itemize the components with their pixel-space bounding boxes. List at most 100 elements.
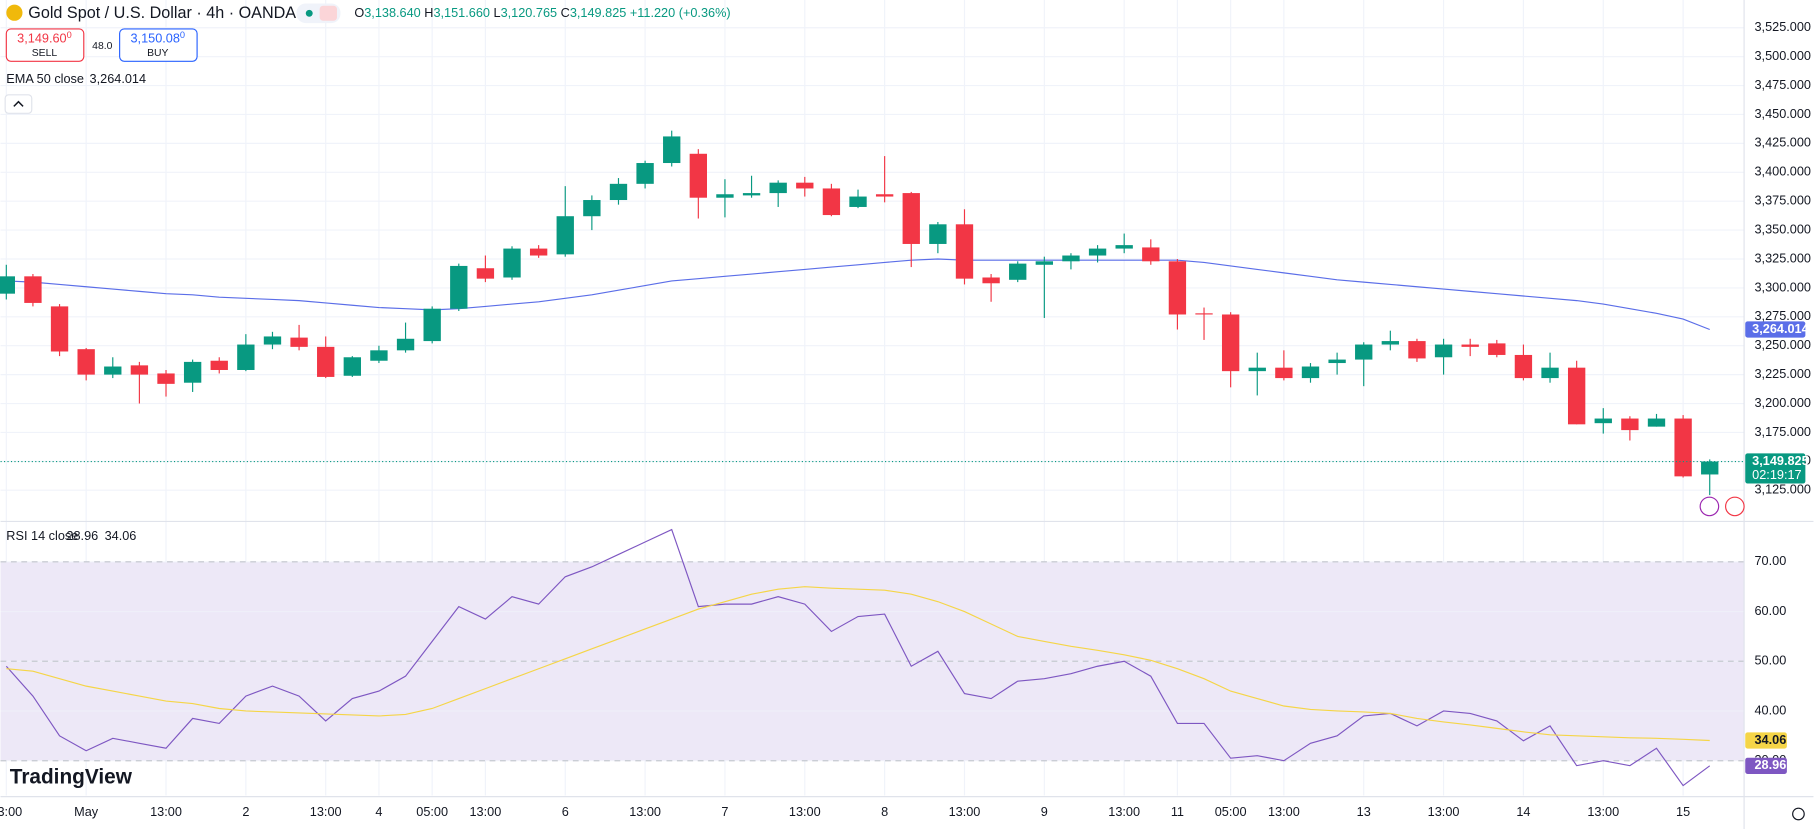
buy-price-main: 3,150.08 — [130, 31, 179, 46]
candle-body — [955, 224, 974, 279]
grid-layer — [0, 0, 1745, 796]
candle-body — [1195, 313, 1213, 315]
collapse-icon — [13, 100, 24, 107]
text-layer: Gold Spot / U.S. Dollar · 4h · OANDA O3,… — [0, 3, 1811, 821]
candle-body — [343, 357, 361, 376]
current-price-box — [1745, 453, 1806, 484]
countdown-label: 02:19:17 — [1752, 467, 1801, 482]
y-tick-label: 3,125.000 — [1754, 482, 1811, 497]
x-tick-label: 13:00 — [310, 804, 342, 819]
sell-button[interactable] — [5, 28, 85, 62]
candle-body — [1009, 263, 1027, 280]
buy-button[interactable] — [119, 28, 198, 62]
candle-body — [450, 265, 468, 309]
y-tick-label: 3,175.000 — [1754, 424, 1811, 439]
ohlc-value: 3,138.640 — [364, 5, 421, 20]
candle-body — [609, 183, 628, 201]
candle-body — [982, 277, 1000, 284]
collapse-button[interactable] — [4, 94, 33, 114]
x-tick-label: 6 — [562, 804, 569, 819]
x-tick-label: 4 — [375, 804, 382, 819]
candle-body — [742, 193, 761, 196]
x-tick-label: 13:00 — [0, 804, 22, 819]
symbol-icon — [6, 4, 23, 21]
candle-body — [77, 349, 95, 375]
event-icon[interactable] — [1725, 496, 1745, 517]
buy-label: BUY — [147, 48, 168, 59]
sell-label: SELL — [32, 48, 58, 59]
buy-price-pip: 0 — [180, 30, 185, 40]
candle-body — [104, 366, 122, 375]
y-tick-label: 50.00 — [1754, 653, 1786, 668]
candle-body — [1488, 343, 1506, 355]
candle-body — [263, 336, 282, 345]
x-tick-label: 13:00 — [470, 804, 502, 819]
ohlc-value: 3,149.825 — [570, 5, 627, 20]
rsi-legend-value: 28.96 — [66, 528, 98, 543]
candle-body — [1115, 245, 1133, 249]
candle-body — [503, 248, 521, 278]
logo[interactable]: TradingView — [10, 766, 133, 789]
rsi-line — [5, 528, 1711, 787]
candle-body — [1248, 367, 1266, 372]
x-tick-label: 13:00 — [150, 804, 182, 819]
y-tick-label: 60.00 — [1754, 603, 1786, 618]
symbol-title[interactable]: Gold Spot / U.S. Dollar · 4h · OANDA — [28, 4, 296, 22]
x-tick-label: May — [74, 804, 99, 819]
candle-body — [1434, 344, 1453, 358]
y-tick-label: 3,200.000 — [1754, 395, 1811, 410]
ohlc-key: H — [424, 5, 433, 20]
candle-body — [822, 188, 841, 216]
last-value-box — [1745, 757, 1787, 774]
candle-body — [1674, 418, 1692, 477]
candle-body — [24, 276, 42, 303]
candle-body — [1328, 359, 1346, 364]
y-tick-label: 3,500.000 — [1754, 48, 1811, 63]
x-tick-label: 7 — [721, 804, 728, 819]
y-tick-label: 70.00 — [1754, 553, 1786, 568]
ohlc-key: C — [561, 5, 570, 20]
event-icon[interactable] — [1699, 496, 1720, 517]
ema-legend-value: 3,264.014 — [90, 71, 147, 86]
x-tick-label: 14 — [1516, 804, 1530, 819]
settings-icon[interactable] — [1792, 807, 1805, 821]
y-tick-label: 3,350.000 — [1754, 221, 1811, 236]
candle-body — [529, 248, 548, 256]
sell-price-pip: 0 — [67, 30, 72, 40]
candle-body — [1701, 461, 1719, 475]
x-tick-label: 13:00 — [1587, 804, 1619, 819]
rsi-ma-legend-value: 34.06 — [105, 528, 137, 543]
rsi-legend-name[interactable]: RSI 14 close — [6, 528, 78, 543]
x-tick-label: 13:00 — [629, 804, 661, 819]
ema-legend-name[interactable]: EMA 50 close — [6, 71, 84, 86]
y-tick-label: 3,225.000 — [1754, 366, 1811, 381]
ohlc-key: L — [494, 5, 501, 20]
y-tick-label: 3,400.000 — [1754, 164, 1811, 179]
candle-body — [1647, 418, 1666, 427]
candle-body — [849, 196, 867, 207]
candle-body — [1514, 354, 1533, 379]
ohlc-legend: O3,138.640 H3,151.660 L3,120.765 C3,149.… — [354, 5, 730, 20]
candle-body — [556, 216, 574, 255]
x-tick-label: 13:00 — [949, 804, 981, 819]
ohlc-value: 3,151.660 — [433, 5, 490, 20]
x-tick-label: 9 — [1041, 804, 1048, 819]
candle-body — [1168, 261, 1187, 315]
candle-body — [1541, 367, 1559, 379]
candle-body — [157, 373, 175, 384]
candle-body — [769, 182, 787, 194]
y-tick-label: 3,475.000 — [1754, 77, 1811, 92]
sell-price-main: 3,149.60 — [17, 31, 66, 46]
x-tick-label: 05:00 — [1215, 804, 1247, 819]
last-value-label: 28.96 — [1754, 757, 1786, 772]
sell-price: 3,149.600 — [17, 30, 72, 45]
candle-body — [1594, 418, 1612, 424]
candle-body — [237, 344, 255, 370]
y-tick-label: 3,450.000 — [1754, 106, 1811, 121]
candle-body — [1408, 341, 1426, 359]
candle-body — [1355, 344, 1373, 360]
candle-body — [1461, 344, 1479, 347]
x-tick-label: 13:00 — [1428, 804, 1460, 819]
ohlc-value: 3,120.765 — [501, 5, 558, 20]
